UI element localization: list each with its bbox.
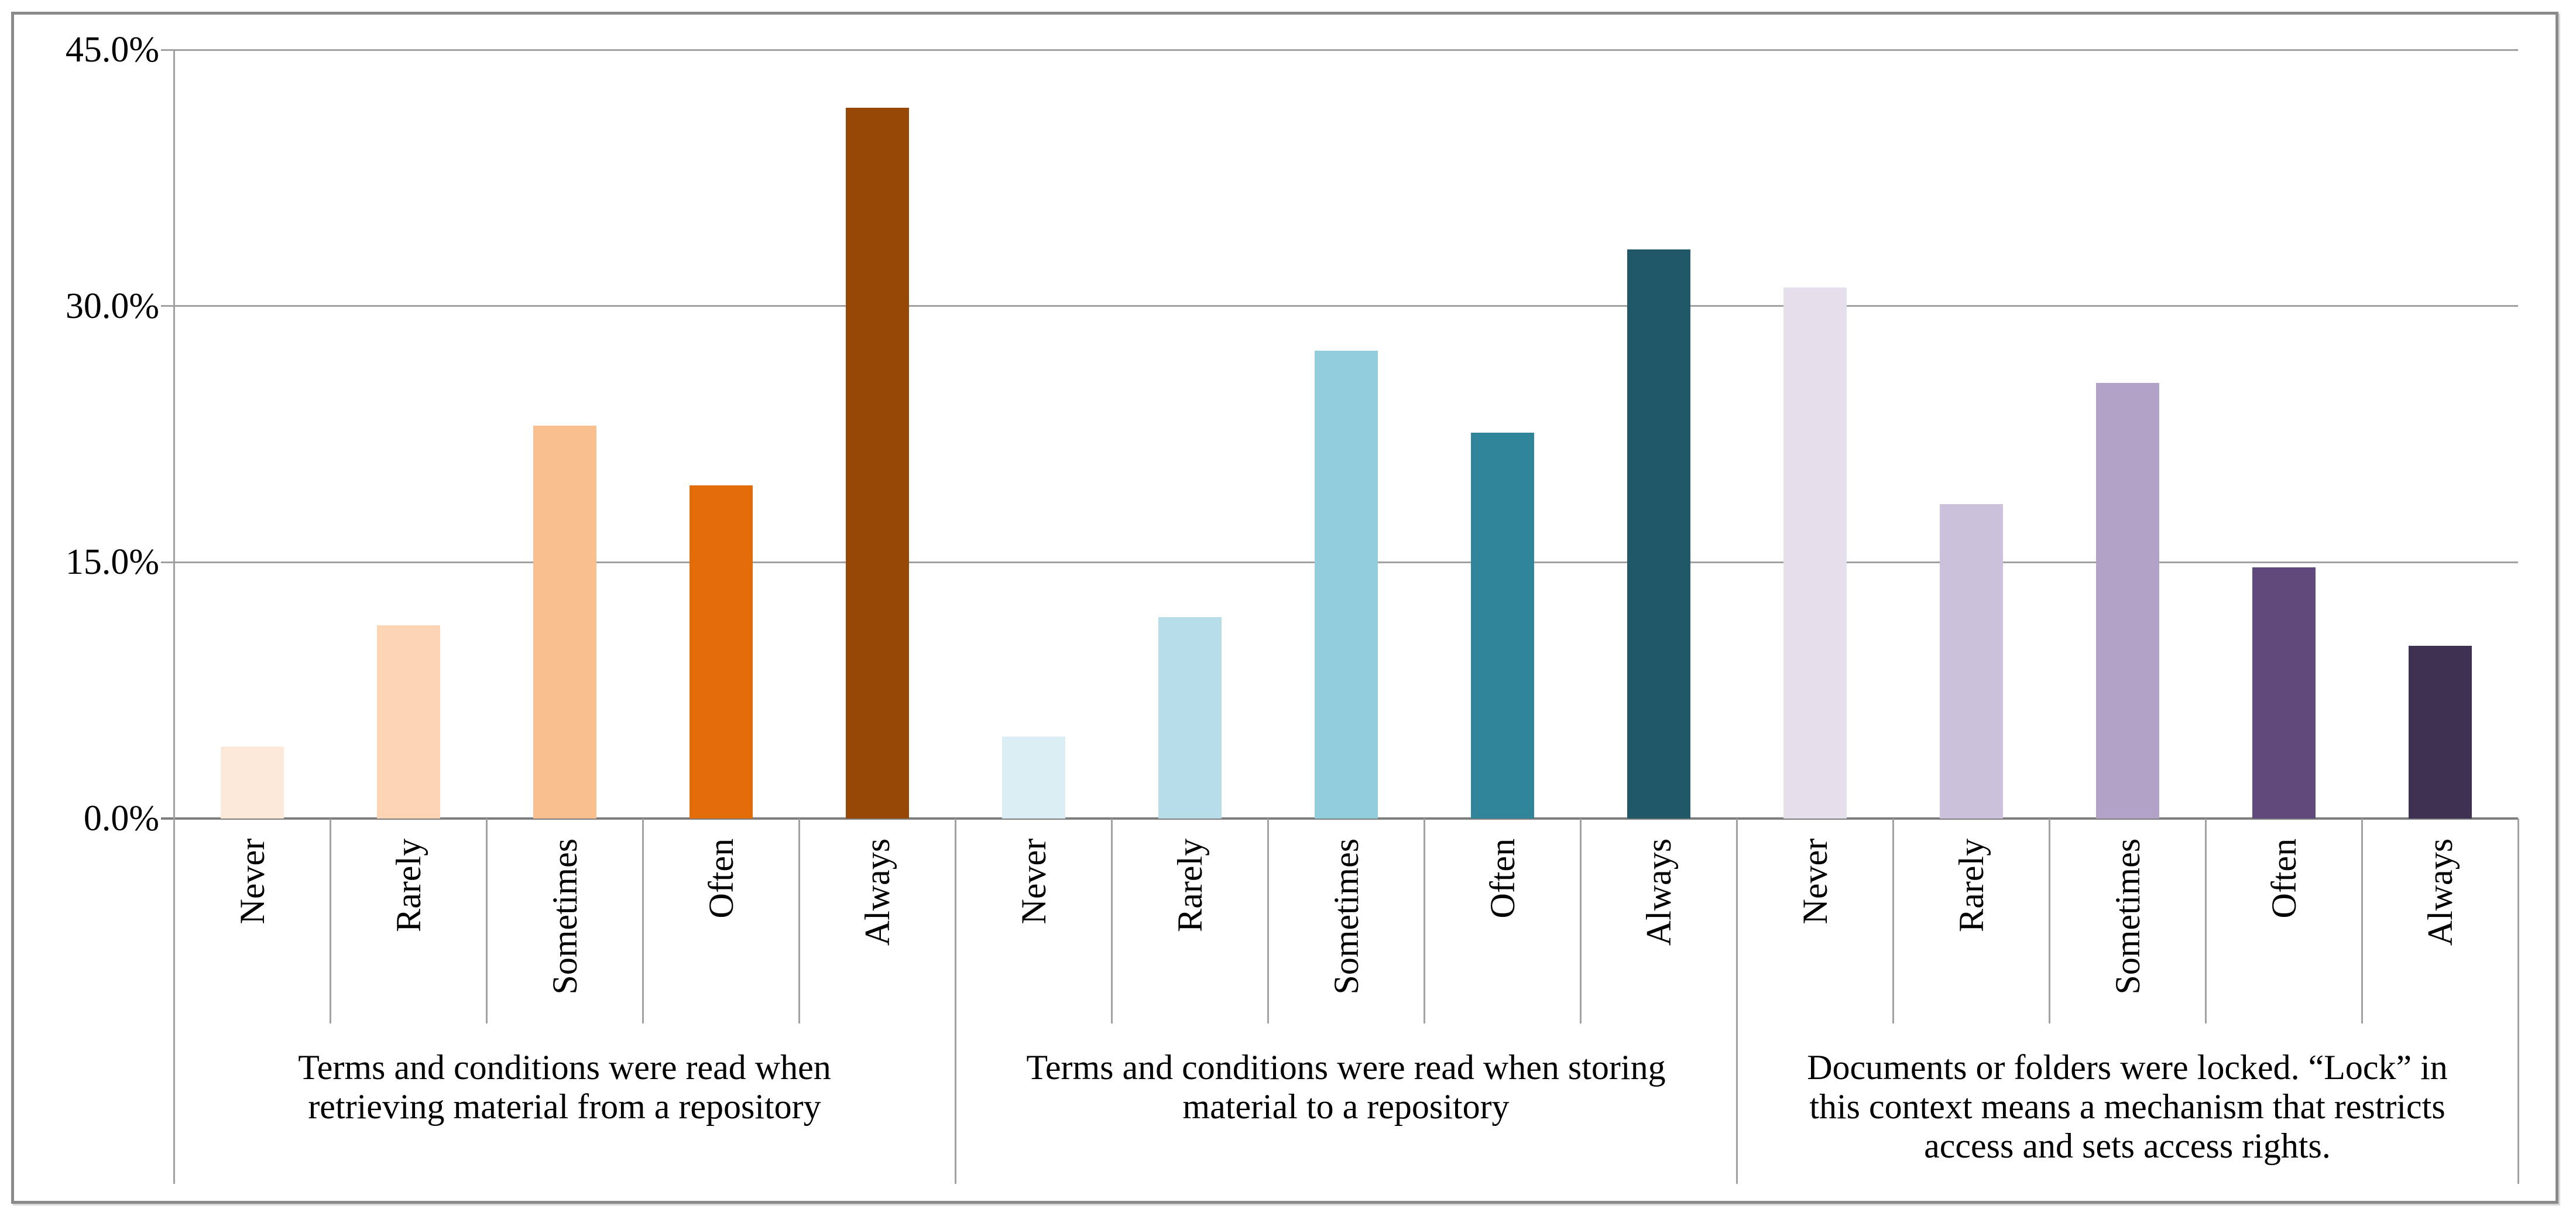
y-axis-line <box>173 50 175 819</box>
category-separator-line <box>329 819 331 1023</box>
category-label: Often <box>2264 838 2303 919</box>
category-label: Never <box>232 838 272 924</box>
category-label: Rarely <box>389 838 428 932</box>
y-gridline <box>161 305 2518 307</box>
y-axis-tick-label: 15.0% <box>65 542 159 583</box>
category-label: Sometimes <box>2108 838 2147 995</box>
category-separator-line <box>1892 819 1894 1023</box>
bar-often-group2 <box>1470 432 1534 819</box>
bar-often-group3 <box>2252 567 2316 819</box>
category-separator-line <box>2204 819 2207 1023</box>
y-axis-tick-label: 0.0% <box>83 799 159 838</box>
category-label: Sometimes <box>545 838 584 995</box>
category-label: Always <box>857 838 897 946</box>
category-label: Rarely <box>1951 838 1991 932</box>
category-separator-line <box>798 819 800 1023</box>
category-separator-line <box>1423 819 1425 1023</box>
bar-sometimes-group3 <box>2095 382 2159 819</box>
category-separator-line <box>1267 819 1269 1023</box>
bar-often-group1 <box>689 485 753 819</box>
bar-sometimes-group2 <box>1314 350 1378 819</box>
category-separator-line <box>1110 819 1113 1023</box>
category-label: Always <box>1639 838 1678 946</box>
bar-never-group2 <box>1001 736 1065 819</box>
chart-frame <box>11 12 2558 1204</box>
category-label: Rarely <box>1170 838 1209 932</box>
bar-sometimes-group1 <box>533 425 596 819</box>
x-axis-line <box>161 817 2518 820</box>
group-separator-line <box>173 819 175 1184</box>
bar-always-group3 <box>2408 646 2472 819</box>
bar-rarely-group3 <box>1939 504 2003 819</box>
category-separator-line <box>1579 819 1582 1023</box>
category-label: Sometimes <box>1326 838 1366 995</box>
group-axis-label: Terms and conditions were read when retr… <box>298 1048 831 1126</box>
category-label: Never <box>1795 838 1834 924</box>
y-axis-tick-label: 45.0% <box>65 30 159 70</box>
bar-never-group1 <box>220 747 284 819</box>
category-label: Often <box>701 838 740 919</box>
category-separator-line <box>485 819 488 1023</box>
bar-never-group3 <box>1783 287 1847 819</box>
bar-always-group2 <box>1627 249 1690 819</box>
group-separator-line <box>2517 819 2519 1184</box>
category-label: Often <box>1483 838 1522 919</box>
category-separator-line <box>2048 819 2050 1023</box>
bar-always-group1 <box>845 108 909 819</box>
group-separator-line <box>954 819 956 1184</box>
category-separator-line <box>2361 819 2363 1023</box>
bar-rarely-group1 <box>376 625 440 819</box>
group-separator-line <box>1735 819 1738 1184</box>
y-axis-tick-label: 30.0% <box>65 286 159 326</box>
category-label: Always <box>2420 838 2460 946</box>
category-label: Never <box>1014 838 1053 924</box>
bar-rarely-group2 <box>1158 617 1222 819</box>
y-gridline <box>161 49 2518 51</box>
group-axis-label: Terms and conditions were read when stor… <box>1026 1048 1666 1126</box>
category-separator-line <box>642 819 644 1023</box>
group-axis-label: Documents or folders were locked. “Lock”… <box>1807 1048 2448 1165</box>
